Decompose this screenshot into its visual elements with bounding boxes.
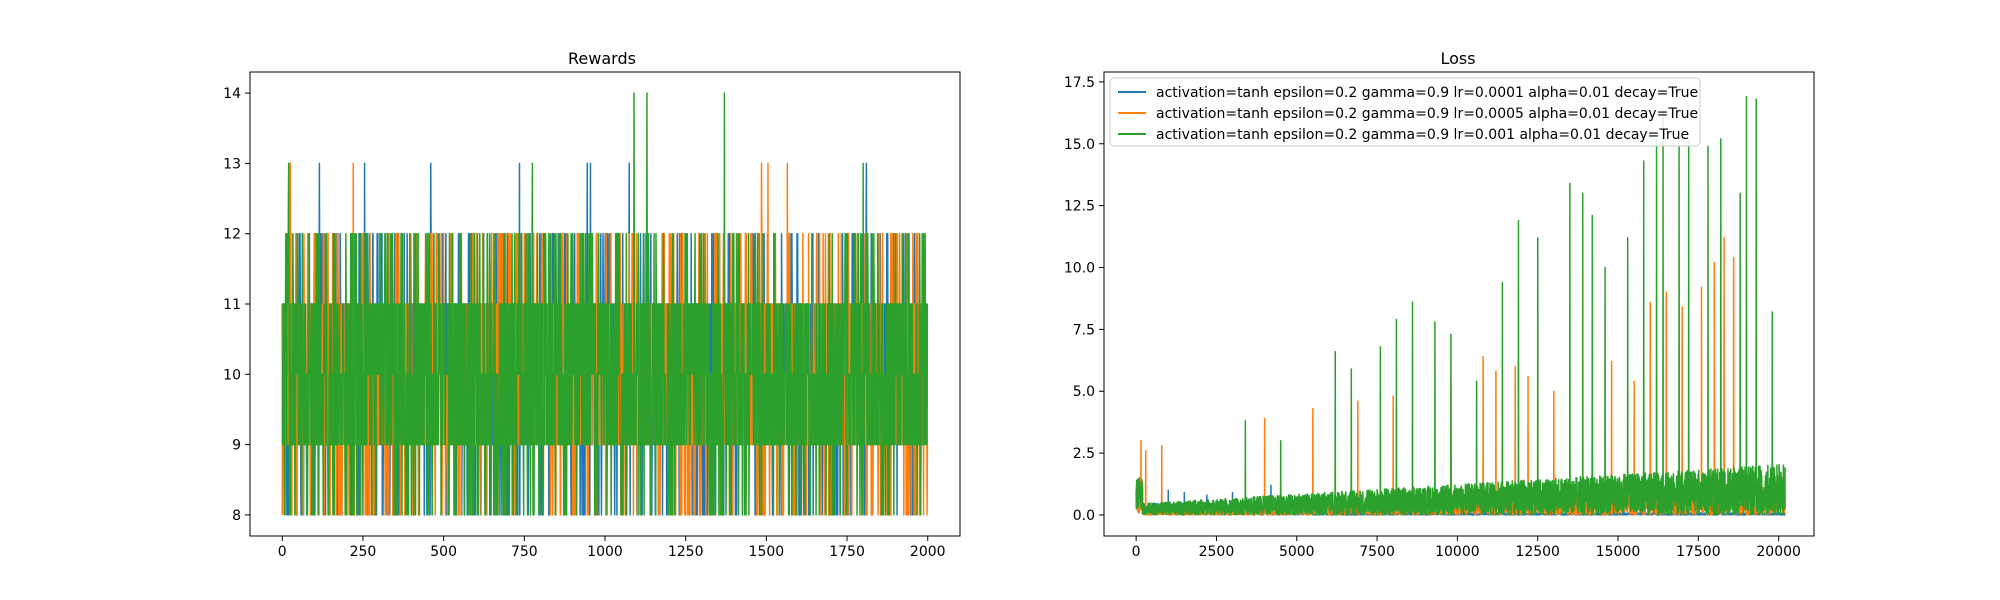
loss-x-tick-label: 12500 — [1515, 544, 1560, 560]
loss-title: Loss — [1440, 49, 1475, 68]
legend-box — [1109, 77, 1701, 147]
rewards-series-line-3 — [281, 92, 929, 516]
loss-x-tick-label: 7500 — [1359, 544, 1395, 560]
loss-y-tick-label: 12.5 — [1064, 199, 1095, 215]
loss-x-tick-label: 10000 — [1435, 544, 1480, 560]
legend-label-lr0005: activation=tanh epsilon=0.2 gamma=0.9 lr… — [1156, 106, 1698, 122]
loss-x-tick-label: 20000 — [1756, 544, 1801, 560]
loss-x-tick-label: 0 — [1132, 544, 1141, 560]
loss-plot-area — [1135, 96, 1786, 516]
loss-x-axis: 0 2500 5000 7500 10000 12500 15000 17500 20000 — [1132, 536, 1801, 560]
loss-y-tick-label: 17.5 — [1064, 75, 1095, 91]
loss-y-axis: 0.0 2.5 5.0 7.5 10.0 12.5 15.0 17.5 — [1064, 75, 1104, 524]
rewards-title: Rewards — [568, 49, 636, 68]
loss-y-tick-label: 10.0 — [1064, 260, 1095, 276]
loss-x-tick-label: 15000 — [1596, 544, 1641, 560]
loss-y-tick-label: 5.0 — [1073, 384, 1095, 400]
rewards-y-tick-label: 10 — [223, 367, 241, 383]
rewards-y-tick-label: 13 — [223, 156, 241, 172]
legend-label-lr0001: activation=tanh epsilon=0.2 gamma=0.9 lr… — [1156, 85, 1698, 101]
loss-x-tick-label: 2500 — [1199, 544, 1235, 560]
loss-series-line-3 — [1135, 96, 1786, 516]
loss-x-tick-label: 5000 — [1279, 544, 1315, 560]
rewards-y-tick-label: 9 — [232, 438, 241, 454]
rewards-y-tick-label: 11 — [223, 297, 241, 313]
loss-axes-frame — [1103, 71, 1815, 537]
rewards-x-tick-label: 1750 — [829, 544, 865, 560]
rewards-x-tick-label: 750 — [511, 544, 538, 560]
loss-y-tick-label: 2.5 — [1073, 446, 1095, 462]
rewards-x-tick-label: 250 — [350, 544, 377, 560]
rewards-x-tick-label: 500 — [430, 544, 457, 560]
rewards-x-tick-label: 1500 — [749, 544, 785, 560]
rewards-x-axis: 0 250 500 750 1000 1250 1500 1750 2000 — [278, 536, 946, 560]
loss-chart: Loss 0 2500 5000 7500 10000 12500 15000 17500 20… — [1064, 49, 1815, 560]
rewards-y-axis: 8 9 10 11 12 13 14 — [223, 86, 250, 524]
rewards-plot-area — [281, 92, 929, 516]
loss-y-tick-label: 7.5 — [1073, 322, 1095, 338]
loss-y-tick-label: 0.0 — [1073, 508, 1095, 524]
rewards-x-tick-label: 0 — [278, 544, 287, 560]
rewards-y-tick-label: 14 — [223, 86, 241, 102]
legend-label-lr001: activation=tanh epsilon=0.2 gamma=0.9 lr… — [1156, 127, 1689, 143]
rewards-y-tick-label: 12 — [223, 227, 241, 243]
rewards-y-tick-label: 8 — [232, 508, 241, 524]
rewards-x-tick-label: 2000 — [910, 544, 946, 560]
rewards-x-tick-label: 1250 — [668, 544, 704, 560]
rewards-x-tick-label: 1000 — [587, 544, 623, 560]
loss-legend: activation=tanh epsilon=0.2 gamma=0.9 lr… — [1109, 77, 1701, 147]
loss-y-tick-label: 15.0 — [1064, 137, 1095, 153]
rewards-chart: Rewards 0 250 500 750 1000 1250 1500 1750 2000 8… — [223, 49, 961, 560]
loss-x-tick-label: 17500 — [1676, 544, 1721, 560]
